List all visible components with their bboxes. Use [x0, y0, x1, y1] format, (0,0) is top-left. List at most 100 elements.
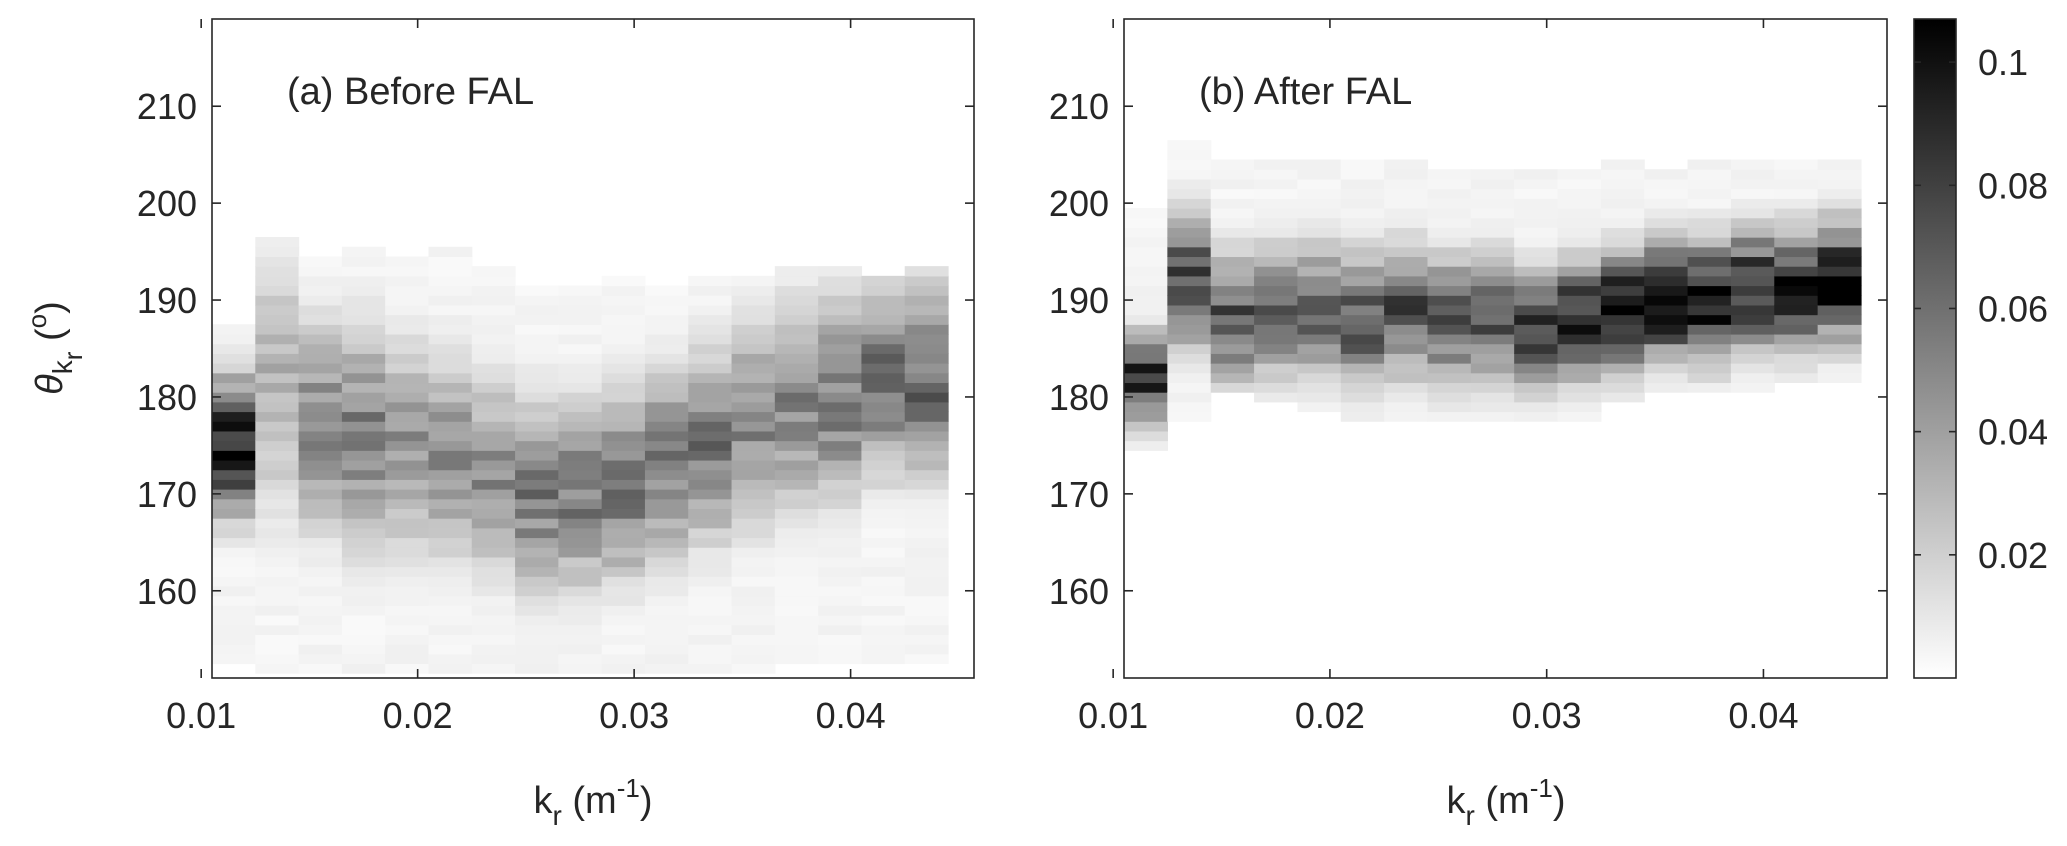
heatmap-cell: [774, 615, 819, 626]
heatmap-cell: [212, 595, 256, 606]
heatmap-cell: [1210, 169, 1255, 180]
heatmap-cell: [1730, 198, 1775, 209]
heatmap-cell: [341, 605, 386, 616]
heatmap-cell: [1124, 207, 1168, 219]
heatmap-cell: [688, 634, 733, 645]
heatmap-cell: [1340, 266, 1385, 277]
colorbar-tick-label: 0.04: [1978, 412, 2048, 453]
heatmap-cell: [515, 605, 559, 616]
heatmap-cell: [1644, 207, 1689, 219]
heatmap-cell: [688, 585, 733, 597]
heatmap-cell: [212, 450, 256, 461]
heatmap-cell: [774, 624, 819, 635]
y-tick-label: 200: [137, 183, 197, 224]
heatmap-cell: [212, 489, 256, 500]
heatmap-cell: [904, 295, 949, 306]
heatmap-cell: [1340, 372, 1385, 384]
heatmap-cell: [255, 459, 300, 471]
heatmap-cell: [1254, 363, 1299, 374]
heatmap-cell: [1557, 401, 1602, 413]
heatmap-cell: [1644, 382, 1689, 393]
heatmap-cell: [904, 382, 949, 393]
heatmap-cell: [688, 615, 733, 626]
heatmap-cell: [471, 653, 516, 665]
heatmap-cell: [298, 459, 343, 471]
heatmap-cell: [298, 450, 343, 461]
heatmap-cell: [558, 285, 603, 296]
heatmap-cell: [904, 430, 949, 442]
heatmap-cell: [601, 275, 646, 287]
heatmap-cell: [1557, 237, 1602, 248]
heatmap-cell: [688, 527, 733, 539]
heatmap-cell: [1297, 178, 1342, 190]
heatmap-cell: [1340, 237, 1385, 248]
heatmap-cell: [644, 430, 689, 442]
heatmap-cell: [298, 508, 343, 519]
heatmap-cell: [1687, 324, 1732, 335]
heatmap-cell: [1687, 256, 1732, 267]
heatmap-cell: [1427, 237, 1472, 248]
heatmap-cell: [1297, 256, 1342, 267]
heatmap-cell: [298, 576, 343, 587]
heatmap-cell: [385, 489, 430, 500]
heatmap-cell: [1470, 314, 1515, 325]
x-axis-b: 0.01 0.02 0.03 0.04: [1078, 19, 1798, 736]
heatmap-cell: [861, 353, 906, 364]
heatmap-cell: [1124, 411, 1168, 422]
heatmap-cell: [428, 479, 473, 490]
y-axis-a: 160 170 180 190 200 210: [137, 86, 974, 612]
heatmap-cell: [1254, 266, 1299, 277]
heatmap-cell: [774, 401, 819, 413]
colorbar-frame: [1913, 18, 1957, 679]
heatmap-cell: [428, 469, 473, 480]
heatmap-cell: [818, 498, 863, 509]
heatmap-cell: [341, 343, 386, 354]
heatmap-cell: [1514, 188, 1559, 199]
heatmap-cell: [1600, 363, 1645, 374]
heatmap-cell: [1124, 295, 1168, 306]
heatmap-cell: [644, 498, 689, 509]
heatmap-cell: [558, 450, 603, 461]
heatmap-cell: [1427, 401, 1472, 413]
heatmap-cell: [904, 450, 949, 461]
heatmap-cell: [774, 285, 819, 296]
heatmap-cell: [1470, 227, 1515, 238]
heatmap-cell: [212, 518, 256, 529]
heatmap-cell: [1730, 237, 1775, 248]
heatmap-cell: [1557, 295, 1602, 306]
plot-frame-a: [211, 18, 975, 679]
heatmap-cell: [558, 585, 603, 597]
heatmap-cell: [428, 392, 473, 403]
heatmap-cell: [1427, 198, 1472, 209]
heatmap-cell: [1167, 227, 1212, 238]
heatmap-cell: [385, 314, 430, 325]
heatmap-cell: [515, 537, 559, 548]
heatmap-cell: [471, 479, 516, 490]
heatmap-cell: [1254, 178, 1299, 190]
heatmap-cell: [818, 450, 863, 461]
heatmap-cell: [1644, 324, 1689, 335]
heatmap-cell: [341, 372, 386, 384]
heatmap-cell: [558, 547, 603, 558]
heatmap-cell: [1817, 217, 1862, 228]
heatmap-cell: [1817, 227, 1862, 238]
heatmap-cell: [818, 469, 863, 480]
heatmap-cell: [731, 275, 776, 287]
heatmap-cell: [1774, 159, 1819, 170]
heatmap-cell: [1340, 411, 1385, 422]
heatmap-cell: [1687, 372, 1732, 384]
heatmap-cell: [1644, 372, 1689, 384]
heatmap-cell: [818, 527, 863, 539]
heatmap-cell: [515, 401, 559, 413]
heatmap-cell: [1730, 304, 1775, 316]
heatmap-cell: [428, 498, 473, 509]
heatmap-cell: [1254, 382, 1299, 393]
heatmap-cell: [1644, 178, 1689, 190]
heatmap-cell: [861, 343, 906, 354]
heatmap-cell: [688, 324, 733, 335]
heatmap-cell: [298, 595, 343, 606]
heatmap-cell: [1427, 304, 1472, 316]
heatmap-cell: [1340, 207, 1385, 219]
heatmap-cell: [298, 566, 343, 577]
heatmap-cell: [341, 653, 386, 665]
